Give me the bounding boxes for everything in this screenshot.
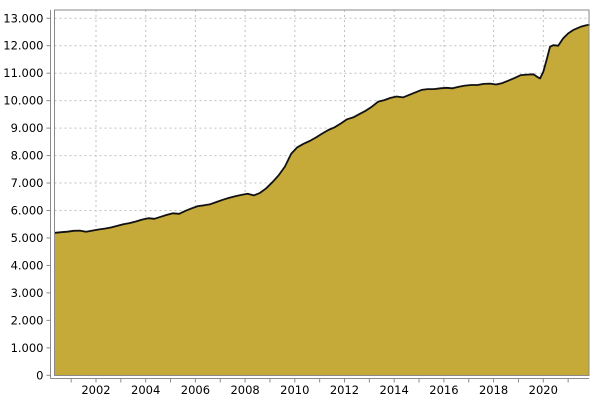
y-tick-label: 2.000 [11,313,44,327]
y-tick-label: 4.000 [11,258,44,272]
y-tick-label: 12.000 [3,39,43,53]
x-tick-label: 2002 [81,383,110,397]
y-tick-label: 10.000 [3,94,43,108]
x-tick-label: 2016 [429,383,458,397]
x-tick-label: 2014 [380,383,409,397]
x-tick-label: 2018 [479,383,508,397]
y-tick-label: 11.000 [3,66,43,80]
ticks [46,17,569,383]
x-tick-label: 2004 [131,383,160,397]
y-tick-label: 8.000 [11,149,44,163]
series-line [54,24,590,234]
y-tick-label: 0 [36,368,43,382]
series-area [55,24,589,376]
y-tick-label: 1.000 [11,341,44,355]
x-tick-label: 2008 [230,383,259,397]
tick-labels: 0 1.000 2.000 3.000 4.000 5.000 6.000 7.000 8.00… [3,11,558,397]
x-tick-label: 2020 [529,383,558,397]
x-tick-label: 2006 [181,383,210,397]
y-tick-label: 7.000 [11,176,44,190]
y-tick-label: 13.000 [3,11,43,25]
y-tick-label: 5.000 [11,231,44,245]
x-tick-label: 2010 [280,383,309,397]
x-tick-label: 2012 [330,383,359,397]
y-tick-label: 6.000 [11,204,44,218]
plot-frame [54,9,590,376]
y-tick-label: 3.000 [11,286,44,300]
y-tick-label: 9.000 [11,121,44,135]
